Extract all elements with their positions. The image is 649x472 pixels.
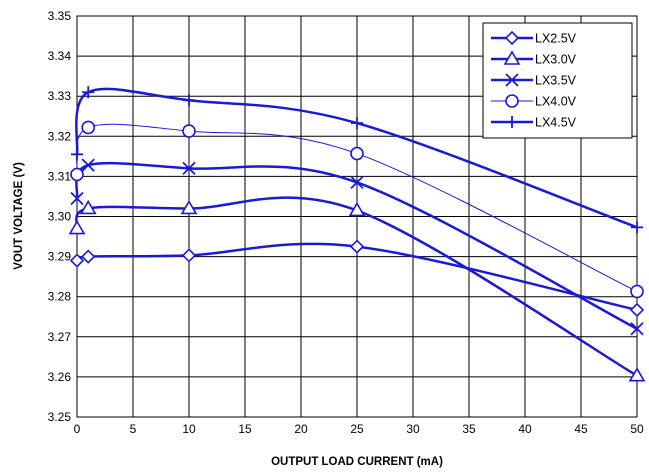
legend-item: LX2.5V xyxy=(491,30,577,46)
series-layer xyxy=(68,86,646,382)
data-point-marker xyxy=(81,158,95,172)
legend-label: LX2.5V xyxy=(535,32,577,46)
legend-marker xyxy=(506,116,518,128)
legend-marker xyxy=(503,50,521,65)
y-tick-label: 3.35 xyxy=(48,9,72,23)
x-tick-label: 20 xyxy=(294,422,308,436)
data-point-marker xyxy=(70,167,84,182)
x-tick-label: 0 xyxy=(74,422,81,436)
x-tick-label: 45 xyxy=(574,422,588,436)
data-point-marker xyxy=(183,94,195,107)
y-axis-title: VOUT VOLTAGE (V) xyxy=(13,162,25,270)
data-point-marker xyxy=(182,124,196,138)
data-point-marker xyxy=(630,322,644,336)
data-point-marker xyxy=(70,191,84,206)
x-tick-label: 35 xyxy=(462,422,476,436)
data-point-marker xyxy=(181,248,197,263)
legend-label: LX4.0V xyxy=(535,95,577,109)
series-LX2.5V xyxy=(69,239,645,318)
data-point-marker xyxy=(350,146,364,161)
data-point-marker xyxy=(349,239,365,254)
x-tick-label: 5 xyxy=(130,422,137,436)
y-tick-label: 3.25 xyxy=(48,410,72,424)
y-tick-label: 3.33 xyxy=(48,89,72,103)
data-point-marker xyxy=(69,253,85,268)
y-tick-label: 3.28 xyxy=(48,290,72,304)
data-point-marker xyxy=(81,249,96,264)
legend-label: LX3.5V xyxy=(535,74,577,88)
data-point-marker xyxy=(82,86,95,99)
y-tick-label: 3.29 xyxy=(48,250,72,264)
data-point-marker xyxy=(631,221,643,234)
data-point-marker xyxy=(628,367,646,382)
data-point-marker xyxy=(68,219,86,235)
data-point-marker xyxy=(351,117,363,130)
data-point-marker xyxy=(182,161,196,176)
data-point-marker xyxy=(630,284,644,299)
x-tick-label: 15 xyxy=(238,422,252,436)
data-point-marker xyxy=(71,148,83,161)
y-tick-label: 3.30 xyxy=(48,210,72,224)
y-tick-label: 3.32 xyxy=(48,129,72,143)
legend-marker xyxy=(505,73,519,87)
legend-label: LX3.0V xyxy=(535,53,577,67)
legend: LX2.5V LX3.0V LX3.5V LX4.0V LX4.5V xyxy=(482,22,633,139)
series-LX4.5V xyxy=(71,86,643,234)
x-tick-label: 50 xyxy=(630,422,644,436)
series-LX4.0V xyxy=(70,120,644,299)
x-tick-label: 25 xyxy=(350,422,364,436)
x-tick-label: 10 xyxy=(182,422,196,436)
data-point-marker xyxy=(79,199,97,215)
legend-label: LX4.5V xyxy=(535,116,577,130)
legend-item: LX4.0V xyxy=(491,94,577,109)
data-point-marker xyxy=(629,302,645,318)
y-tick-label: 3.27 xyxy=(48,330,72,344)
x-axis-title: OUTPUT LOAD CURRENT (mA) xyxy=(271,456,443,468)
y-tick-label: 3.34 xyxy=(48,49,72,63)
legend-item: LX3.5V xyxy=(491,73,577,88)
legend-marker xyxy=(505,94,519,108)
data-point-marker xyxy=(348,201,366,217)
y-axis-ticks: 3.25 3.26 3.27 3.28 3.29 3.30 3.31 3.32 3.33 3.34… xyxy=(48,9,72,424)
data-point-marker xyxy=(350,175,364,190)
legend-marker xyxy=(504,30,520,46)
x-tick-label: 30 xyxy=(406,422,420,436)
y-tick-label: 3.26 xyxy=(48,370,72,384)
y-tick-label: 3.31 xyxy=(48,169,72,183)
series-LX3.5V xyxy=(70,158,644,336)
x-tick-label: 40 xyxy=(518,422,532,436)
data-point-marker xyxy=(81,120,95,135)
legend-item: LX3.0V xyxy=(491,50,577,67)
data-point-marker xyxy=(180,199,198,215)
legend-item: LX4.5V xyxy=(491,116,577,130)
series-LX3.0V xyxy=(68,196,646,382)
x-axis-ticks: 0 5 10 15 20 25 30 35 40 45 50 xyxy=(74,422,644,436)
